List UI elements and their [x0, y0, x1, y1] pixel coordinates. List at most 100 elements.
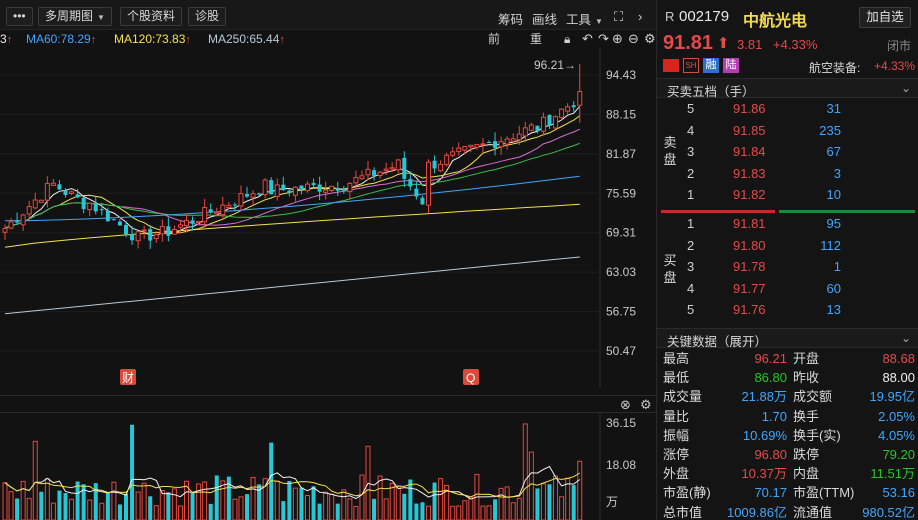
candle-body — [305, 183, 310, 192]
key-data-label: 换手 — [793, 408, 820, 424]
ma-lines — [4, 105, 581, 315]
chevron-down-icon[interactable]: ⌄ — [900, 331, 911, 345]
draw-line-button[interactable]: 画线 — [532, 13, 558, 27]
chip-button[interactable]: 筹码 — [498, 13, 524, 27]
buy-row-2[interactable]: 2 91.80 112 — [657, 238, 918, 260]
candle-body — [81, 197, 86, 210]
chevron-down-icon[interactable]: ⌄ — [900, 81, 911, 95]
price-tick-label: 56.75 — [606, 305, 636, 319]
buy-row-1[interactable]: 1 91.81 95 — [657, 216, 918, 238]
margin-tag[interactable]: 融 — [703, 58, 719, 73]
price-line: 91.81 ⬆ 3.81 +4.33% 闭市 — [657, 32, 918, 56]
candle-body — [365, 168, 371, 176]
buy-row-5[interactable]: 5 91.76 13 — [657, 302, 918, 324]
volume-bar — [299, 487, 304, 520]
candle-body — [111, 219, 116, 221]
stock-info-label: 个股资料 — [127, 9, 176, 23]
price-tick-label: 94.43 — [606, 68, 636, 82]
chart-panel: ••• 多周期图 ▼ 个股资料 诊股 筹码 画线 工具 ▼ ⛶ › 3↑ MA60:… — [0, 0, 656, 520]
candle-body — [516, 133, 522, 141]
add-favorite-button[interactable]: 加自选 — [859, 7, 911, 28]
redo-icon[interactable]: ↷ — [598, 31, 609, 46]
stock-info-button[interactable]: 个股资料 — [120, 7, 183, 26]
candle-body — [50, 182, 56, 186]
volume-bar — [444, 485, 450, 520]
sell-row-3[interactable]: 3 91.84 67 — [657, 144, 918, 166]
sell-row-2[interactable]: 2 91.83 3 — [657, 166, 918, 188]
tools-menu[interactable]: 工具 ▼ — [566, 9, 603, 28]
menu-button[interactable]: ••• — [6, 7, 33, 26]
up-arrow-icon: ⬆ — [717, 35, 730, 52]
key-data-value: 88.00 — [882, 370, 915, 386]
high-marker: 96.21→ — [534, 58, 576, 72]
diagnose-button[interactable]: 诊股 — [188, 7, 227, 26]
event-mark-q[interactable]: Q — [463, 369, 479, 385]
sell-level: 5 — [687, 101, 695, 116]
close-icon[interactable]: ⊗ — [620, 397, 631, 412]
candle-body — [335, 188, 340, 191]
volume-bar — [498, 487, 504, 520]
chart-toolbar: ••• 多周期图 ▼ 个股资料 诊股 筹码 画线 工具 ▼ ⛶ › — [0, 0, 656, 30]
event-mark-earnings[interactable]: 财 — [120, 369, 136, 385]
key-data-label: 外盘 — [663, 466, 690, 482]
volume-bar — [105, 491, 110, 520]
key-data-label: 成交量 — [663, 389, 703, 405]
candle-body — [124, 224, 128, 235]
tools-label: 工具 — [566, 13, 592, 27]
sell-row-5[interactable]: 5 91.86 31 — [657, 101, 918, 123]
volume-bar — [504, 486, 510, 520]
zoom-in-icon[interactable]: ⊕ — [612, 31, 623, 46]
volume-chart[interactable]: 36.15 18.08 万 — [0, 413, 656, 520]
candle-body — [8, 221, 14, 229]
gear-icon[interactable]: ⚙ — [640, 397, 652, 412]
order-book-header[interactable]: 买卖五档（手） ⌄ — [657, 78, 918, 99]
candle-body — [262, 179, 268, 196]
kline-chart[interactable]: 94.43 88.15 81.87 75.59 69.31 63.03 56.75 50.47… — [0, 48, 656, 388]
volume-bar — [426, 505, 431, 520]
candle-body — [202, 207, 208, 223]
volume-bar — [262, 478, 268, 520]
buy-row-3[interactable]: 3 91.78 1 — [657, 259, 918, 281]
buy-price: 91.78 — [733, 259, 766, 275]
key-data-row: 量比 1.70 换手 2.05% — [657, 407, 918, 426]
candle-body — [69, 191, 75, 194]
volume-bar — [26, 497, 32, 520]
zoom-out-icon[interactable]: ⊖ — [628, 31, 639, 46]
candle-body — [559, 108, 565, 119]
buy-row-4[interactable]: 4 91.77 60 — [657, 281, 918, 303]
lock-icon[interactable]: 🔒︎ — [564, 32, 571, 46]
candle-body — [238, 193, 244, 207]
expand-icon[interactable]: ⛶ — [614, 9, 624, 24]
event-mark-q-bg — [463, 369, 479, 385]
china-flag-icon — [663, 59, 679, 72]
sell-row-4[interactable]: 4 91.85 235 — [657, 123, 918, 145]
buy-side-label: 买盘 — [661, 252, 679, 286]
period-select[interactable]: 多周期图 ▼ — [38, 7, 112, 26]
volume-bar — [292, 487, 298, 520]
connect-tag[interactable]: 陆 — [723, 58, 739, 73]
volume-bar — [395, 485, 401, 520]
key-data-row: 振幅 10.69% 换手(实) 4.05% — [657, 426, 918, 445]
key-data-header[interactable]: 关键数据（展开） ⌄ — [657, 328, 918, 349]
buy-strength-bar — [779, 210, 915, 213]
kline-plot-area — [0, 48, 600, 388]
sell-row-1[interactable]: 1 91.82 10 — [657, 187, 918, 209]
candle-body — [171, 228, 177, 235]
volume-bar — [559, 496, 565, 520]
volume-bar — [329, 493, 335, 520]
volume-bar — [57, 490, 62, 520]
volume-bar — [510, 502, 516, 520]
candle-body — [444, 154, 450, 165]
volume-bar — [493, 499, 498, 520]
buy-volume: 60 — [826, 280, 841, 296]
gear-icon[interactable]: ⚙ — [644, 31, 656, 46]
candle-body — [577, 90, 583, 106]
sector-name[interactable]: 航空装备: — [809, 61, 861, 75]
ma60-line — [4, 175, 580, 222]
candle-body — [245, 194, 249, 197]
sell-side-label: 卖盘 — [661, 134, 679, 168]
chevron-icon[interactable]: › — [638, 9, 643, 24]
key-data-label: 涨停 — [663, 447, 690, 462]
undo-icon[interactable]: ↶ — [582, 31, 593, 46]
buy-level: 3 — [687, 259, 695, 275]
